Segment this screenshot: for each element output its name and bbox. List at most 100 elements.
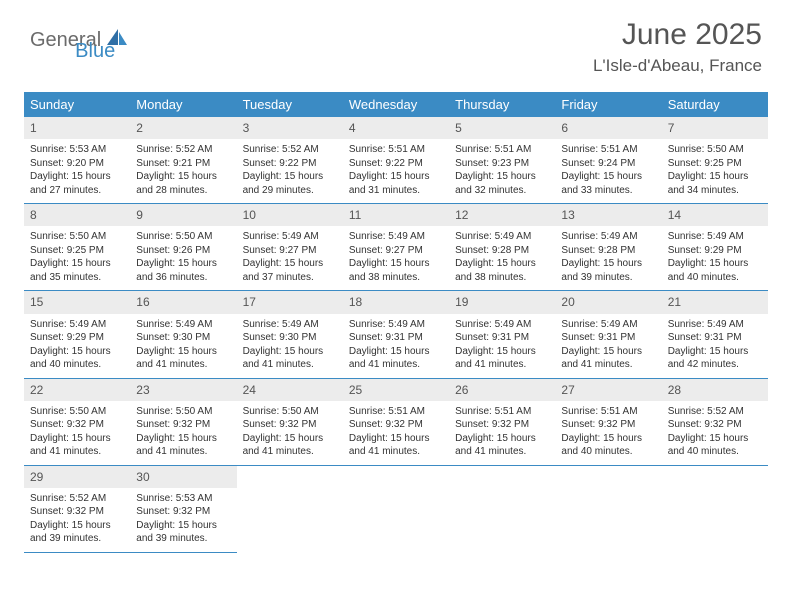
day-body: Sunrise: 5:51 AMSunset: 9:32 PMDaylight:…	[555, 403, 661, 465]
day-cell: 24Sunrise: 5:50 AMSunset: 9:32 PMDayligh…	[237, 379, 343, 465]
daylight-text: Daylight: 15 hours and 40 minutes.	[561, 432, 655, 459]
sunset-text: Sunset: 9:22 PM	[243, 157, 337, 171]
week-row: 15Sunrise: 5:49 AMSunset: 9:29 PMDayligh…	[24, 291, 768, 378]
day-cell: 4Sunrise: 5:51 AMSunset: 9:22 PMDaylight…	[343, 117, 449, 203]
day-cell: 10Sunrise: 5:49 AMSunset: 9:27 PMDayligh…	[237, 204, 343, 290]
sunrise-text: Sunrise: 5:53 AM	[136, 492, 230, 506]
weeks-container: 1Sunrise: 5:53 AMSunset: 9:20 PMDaylight…	[24, 117, 768, 553]
sunset-text: Sunset: 9:32 PM	[668, 418, 762, 432]
sunset-text: Sunset: 9:32 PM	[30, 418, 124, 432]
day-cell: 16 Sunrise: 5:49 AMSunset: 9:30 PMDayligh…	[130, 291, 236, 377]
sunrise-text: Sunrise: 5:49 AM	[455, 318, 549, 332]
sunset-text: Sunset: 9:29 PM	[30, 331, 124, 345]
day-number: 16	[130, 291, 236, 313]
day-cell: 2 Sunrise: 5:52 AMSunset: 9:21 PMDaylight…	[130, 117, 236, 203]
day-body: Sunrise: 5:49 AMSunset: 9:30 PMDaylight:…	[130, 316, 236, 378]
daylight-text: Daylight: 15 hours and 34 minutes.	[668, 170, 762, 197]
day-cell-empty	[449, 466, 555, 553]
sunrise-text: Sunrise: 5:51 AM	[455, 143, 549, 157]
sunset-text: Sunset: 9:32 PM	[349, 418, 443, 432]
day-header-mon: Monday	[130, 92, 236, 117]
day-body: Sunrise: 5:53 AMSunset: 9:32 PMDaylight:…	[130, 490, 236, 552]
day-number: 2	[130, 117, 236, 139]
day-number: 10	[237, 204, 343, 226]
sunrise-text: Sunrise: 5:50 AM	[30, 405, 124, 419]
sunrise-text: Sunrise: 5:52 AM	[30, 492, 124, 506]
daylight-text: Daylight: 15 hours and 40 minutes.	[668, 432, 762, 459]
day-cell: 28Sunrise: 5:52 AMSunset: 9:32 PMDayligh…	[662, 379, 768, 465]
sunrise-text: Sunrise: 5:51 AM	[561, 405, 655, 419]
day-cell: 1Sunrise: 5:53 AMSunset: 9:20 PMDaylight…	[24, 117, 130, 203]
daylight-text: Daylight: 15 hours and 28 minutes.	[136, 170, 230, 197]
daylight-text: Daylight: 15 hours and 31 minutes.	[349, 170, 443, 197]
daylight-text: Daylight: 15 hours and 41 minutes.	[243, 432, 337, 459]
day-number: 26	[449, 379, 555, 401]
day-cell: 29Sunrise: 5:52 AMSunset: 9:32 PMDayligh…	[24, 466, 130, 553]
daylight-text: Daylight: 15 hours and 33 minutes.	[561, 170, 655, 197]
day-cell-empty	[555, 466, 661, 553]
day-body: Sunrise: 5:51 AMSunset: 9:32 PMDaylight:…	[343, 403, 449, 465]
day-number: 3	[237, 117, 343, 139]
day-cell: 15 Sunrise: 5:49 AMSunset: 9:29 PMDayligh…	[24, 291, 130, 377]
sunrise-text: Sunrise: 5:49 AM	[243, 230, 337, 244]
sunset-text: Sunset: 9:28 PM	[455, 244, 549, 258]
week-row: 22Sunrise: 5:50 AMSunset: 9:32 PMDayligh…	[24, 379, 768, 466]
day-number: 15	[24, 291, 130, 313]
day-number: 20	[555, 291, 661, 313]
day-cell: 7Sunrise: 5:50 AMSunset: 9:25 PMDaylight…	[662, 117, 768, 203]
daylight-text: Daylight: 15 hours and 42 minutes.	[668, 345, 762, 372]
daylight-text: Daylight: 15 hours and 40 minutes.	[30, 345, 124, 372]
sunset-text: Sunset: 9:29 PM	[668, 244, 762, 258]
daylight-text: Daylight: 15 hours and 37 minutes.	[243, 257, 337, 284]
sunset-text: Sunset: 9:22 PM	[349, 157, 443, 171]
daylight-text: Daylight: 15 hours and 41 minutes.	[455, 345, 549, 372]
day-cell: 25Sunrise: 5:51 AMSunset: 9:32 PMDayligh…	[343, 379, 449, 465]
daylight-text: Daylight: 15 hours and 38 minutes.	[349, 257, 443, 284]
day-cell: 30Sunrise: 5:53 AMSunset: 9:32 PMDayligh…	[130, 466, 236, 553]
sunrise-text: Sunrise: 5:49 AM	[30, 318, 124, 332]
day-header-wed: Wednesday	[343, 92, 449, 117]
sunrise-text: Sunrise: 5:49 AM	[136, 318, 230, 332]
day-cell-empty	[662, 466, 768, 553]
daylight-text: Daylight: 15 hours and 41 minutes.	[243, 345, 337, 372]
day-cell-empty	[343, 466, 449, 553]
day-number: 13	[555, 204, 661, 226]
daylight-text: Daylight: 15 hours and 39 minutes.	[561, 257, 655, 284]
day-number: 8	[24, 204, 130, 226]
sunset-text: Sunset: 9:21 PM	[136, 157, 230, 171]
daylight-text: Daylight: 15 hours and 35 minutes.	[30, 257, 124, 284]
location-subtitle: L'Isle-d'Abeau, France	[593, 56, 762, 76]
sunset-text: Sunset: 9:31 PM	[561, 331, 655, 345]
sunset-text: Sunset: 9:31 PM	[668, 331, 762, 345]
daylight-text: Daylight: 15 hours and 41 minutes.	[30, 432, 124, 459]
day-body: Sunrise: 5:51 AMSunset: 9:23 PMDaylight:…	[449, 141, 555, 203]
day-body: Sunrise: 5:49 AMSunset: 9:30 PMDaylight:…	[237, 316, 343, 378]
sunset-text: Sunset: 9:32 PM	[561, 418, 655, 432]
sunrise-text: Sunrise: 5:50 AM	[668, 143, 762, 157]
day-body: Sunrise: 5:49 AMSunset: 9:31 PMDaylight:…	[662, 316, 768, 378]
day-body: Sunrise: 5:50 AMSunset: 9:32 PMDaylight:…	[237, 403, 343, 465]
sunrise-text: Sunrise: 5:49 AM	[349, 318, 443, 332]
sunset-text: Sunset: 9:26 PM	[136, 244, 230, 258]
daylight-text: Daylight: 15 hours and 29 minutes.	[243, 170, 337, 197]
daylight-text: Daylight: 15 hours and 40 minutes.	[668, 257, 762, 284]
daylight-text: Daylight: 15 hours and 38 minutes.	[455, 257, 549, 284]
day-number: 18	[343, 291, 449, 313]
week-row: 1Sunrise: 5:53 AMSunset: 9:20 PMDaylight…	[24, 117, 768, 204]
sunrise-text: Sunrise: 5:50 AM	[243, 405, 337, 419]
sunrise-text: Sunrise: 5:51 AM	[349, 405, 443, 419]
day-body: Sunrise: 5:50 AMSunset: 9:32 PMDaylight:…	[24, 403, 130, 465]
logo: General Blue	[30, 18, 115, 63]
day-number: 30	[130, 466, 236, 488]
sunset-text: Sunset: 9:25 PM	[30, 244, 124, 258]
sunrise-text: Sunrise: 5:52 AM	[136, 143, 230, 157]
day-cell-empty	[237, 466, 343, 553]
day-number: 11	[343, 204, 449, 226]
sunset-text: Sunset: 9:23 PM	[455, 157, 549, 171]
sunrise-text: Sunrise: 5:51 AM	[349, 143, 443, 157]
daylight-text: Daylight: 15 hours and 41 minutes.	[349, 345, 443, 372]
day-body: Sunrise: 5:51 AMSunset: 9:22 PMDaylight:…	[343, 141, 449, 203]
sunset-text: Sunset: 9:32 PM	[30, 505, 124, 519]
day-body: Sunrise: 5:49 AMSunset: 9:31 PMDaylight:…	[343, 316, 449, 378]
day-cell: 21Sunrise: 5:49 AMSunset: 9:31 PMDayligh…	[662, 291, 768, 377]
